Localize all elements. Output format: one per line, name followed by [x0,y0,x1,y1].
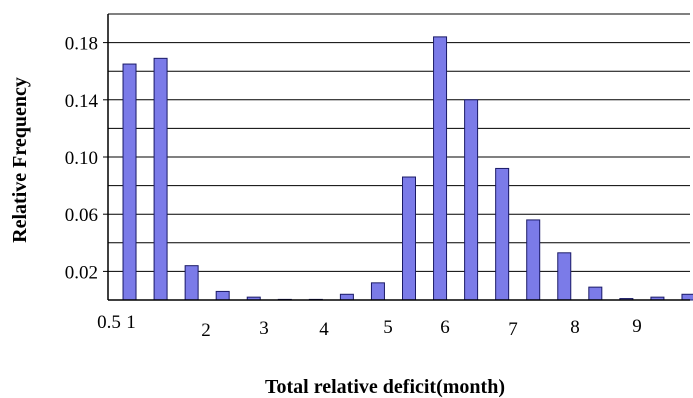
y-tick-label: 0.18 [65,34,98,55]
x-tick-labels: 0.5 1 2 3 4 5 6 7 8 9 [97,312,642,341]
bar-series [122,36,693,301]
bar [122,63,137,301]
x-tick-label: 2 [201,320,211,341]
y-axis-title: Relative Frequency [9,77,31,243]
bar [433,36,448,301]
y-tick-label: 0.02 [65,262,98,283]
x-tick-label: 5 [383,317,393,338]
y-tick-label: 0.06 [65,205,98,226]
bar [184,265,199,301]
y-tick-label: 0.10 [65,148,98,169]
x-tick-label: 6 [440,317,450,338]
bar [370,282,385,301]
bar [402,176,416,301]
y-tick-label: 0.14 [65,91,99,112]
y-tick-labels: 0.02 0.06 0.10 0.14 0.18 [65,34,108,283]
bar [588,286,603,301]
x-tick-label: 3 [259,318,269,339]
bar [557,252,572,301]
bar [526,219,541,301]
x-tick-label: 7 [508,319,518,340]
bar [153,57,168,301]
bar [495,167,510,301]
x-tick-label: 8 [570,317,580,338]
bar [339,293,354,301]
x-axis-title: Total relative deficit(month) [265,376,505,398]
x-tick-label: 4 [319,319,329,340]
x-tick-label: 0.5 [97,312,121,333]
bar [681,293,693,301]
bar [215,290,230,301]
bar [464,99,479,301]
x-tick-label: 9 [632,316,642,337]
x-tick-label: 1 [126,312,136,333]
gridlines [108,13,690,272]
